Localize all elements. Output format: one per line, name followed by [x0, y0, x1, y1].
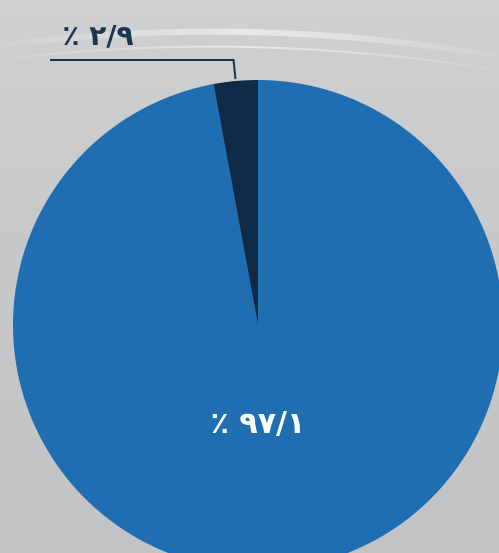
small-slice-label: ٪ ۲/۹	[62, 19, 133, 52]
large-slice-label: ٪ ۹۷/۱	[211, 406, 306, 441]
small-slice-leader-line	[50, 59, 237, 80]
pie-slice-large	[13, 80, 499, 553]
background-streak	[0, 28, 499, 60]
pie-slice-small	[213, 80, 258, 325]
background-streak-thin	[0, 45, 499, 72]
